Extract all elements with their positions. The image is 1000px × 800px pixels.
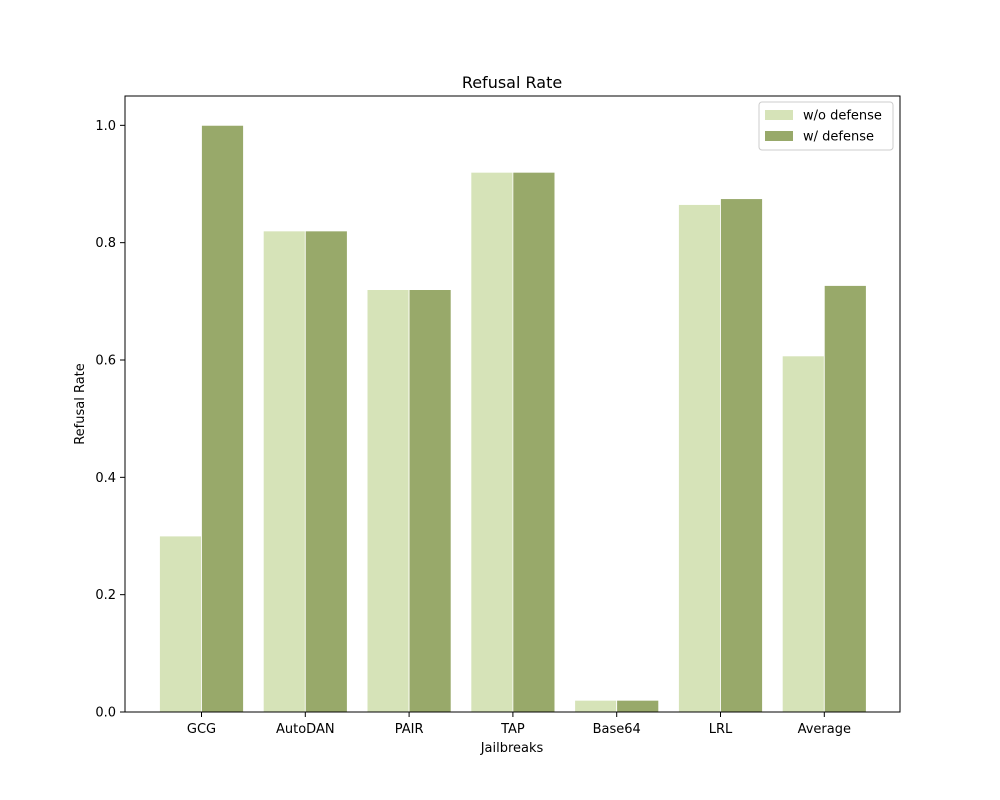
chart-title: Refusal Rate bbox=[462, 73, 562, 92]
y-tick-label: 0.0 bbox=[95, 706, 116, 721]
bar-with-defense-tap bbox=[512, 171, 556, 713]
x-tick-label: PAIR bbox=[395, 722, 424, 737]
y-tick-label: 1.0 bbox=[95, 119, 116, 134]
bar-with-defense-base64 bbox=[616, 699, 660, 713]
x-tick-label: Base64 bbox=[593, 722, 641, 737]
y-tick-label: 0.2 bbox=[95, 588, 116, 603]
x-axis-label: Jailbreaks bbox=[480, 741, 544, 756]
bar-without-defense-autodan bbox=[262, 230, 306, 713]
bar-with-defense-autodan bbox=[304, 230, 348, 713]
y-tick-label: 0.8 bbox=[95, 236, 116, 251]
x-tick-label: GCG bbox=[187, 722, 216, 737]
x-tick-label: Average bbox=[798, 722, 851, 737]
x-tick-label: AutoDAN bbox=[276, 722, 335, 737]
legend-swatch bbox=[765, 131, 793, 141]
bar-without-defense-gcg bbox=[159, 535, 202, 713]
x-tick-label: LRL bbox=[709, 722, 733, 737]
y-tick-label: 0.6 bbox=[95, 354, 116, 369]
legend-label: w/ defense bbox=[803, 130, 874, 145]
x-tick-label: TAP bbox=[500, 722, 525, 737]
x-axis: GCG AutoDAN PAIR TAP Base64 LRL Average bbox=[187, 712, 851, 737]
plot-area-frame bbox=[124, 95, 901, 713]
bar-without-defense-tap bbox=[470, 171, 514, 713]
bar-without-defense-base64 bbox=[574, 699, 618, 713]
y-tick-label: 0.4 bbox=[95, 471, 116, 486]
legend-label: w/o defense bbox=[803, 109, 882, 124]
bar-without-defense-pair bbox=[366, 289, 410, 713]
y-axis-label: Refusal Rate bbox=[73, 363, 88, 445]
bar-without-defense-average bbox=[781, 355, 825, 713]
bar-with-defense-lrl bbox=[720, 198, 763, 713]
bars-group bbox=[159, 124, 867, 713]
bar-without-defense-lrl bbox=[678, 204, 721, 713]
y-axis: 0.0 0.2 0.4 0.6 0.8 1.0 bbox=[95, 119, 125, 721]
bar-with-defense-gcg bbox=[201, 124, 244, 713]
bar-with-defense-average bbox=[823, 285, 867, 713]
legend-swatch bbox=[765, 110, 793, 120]
bar-with-defense-pair bbox=[408, 289, 452, 713]
legend: w/o defense w/ defense bbox=[758, 101, 894, 151]
